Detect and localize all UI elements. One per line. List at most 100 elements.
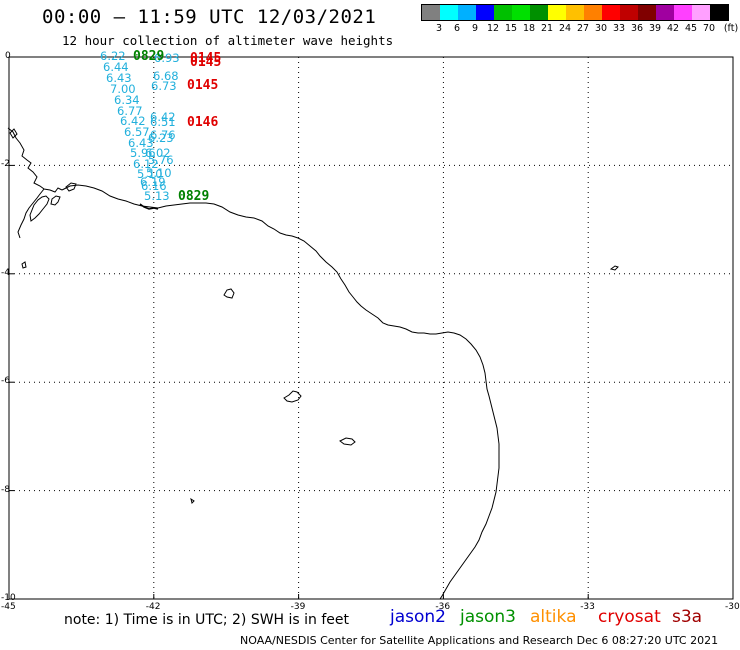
coastline-bay-inlet [139, 203, 159, 210]
scale-tick-label: 33 [612, 23, 626, 34]
legend-item-jason3: jason3 [460, 607, 516, 627]
scale-swatch [602, 5, 620, 20]
pass-time-label: 0829 [133, 49, 165, 64]
wave-height-value: 5.13 [144, 189, 170, 203]
island-5 [190, 497, 195, 504]
scale-swatch [620, 5, 638, 20]
latitude-label: -10 [1, 593, 16, 603]
wave-height-value: 7.00 [110, 82, 136, 96]
scale-swatch [710, 5, 728, 20]
wave-height-value: 6.16 [141, 179, 167, 193]
scale-swatch [656, 5, 674, 20]
wave-height-value: 6.57 [124, 125, 150, 139]
scale-tick-label: 36 [630, 23, 644, 34]
longitude-label: -33 [580, 602, 595, 612]
scale-tick-label: 30 [594, 23, 608, 34]
scale-swatch [530, 5, 548, 20]
island-7 [9, 128, 18, 139]
longitude-label: -36 [435, 602, 451, 612]
scale-swatch [584, 5, 602, 20]
wave-height-value: 6.42 [120, 114, 146, 128]
color-scale-labels: 3 6 9 12 15 18 21 24 27 30 33 36 39 42 45 70 (ft) [421, 21, 738, 35]
wave-height-value: 6.43 [106, 71, 132, 85]
coastline-west-shore [7, 127, 63, 239]
scale-swatch [548, 5, 566, 20]
pass-time-label: 0146 [187, 115, 219, 130]
scale-tick-label: 21 [540, 23, 554, 34]
latitude-label: -4 [1, 267, 10, 278]
scale-swatch [566, 5, 584, 20]
wave-height-value: 6.51 [150, 115, 176, 129]
wave-height-value: 6.34 [114, 93, 140, 107]
wave-height-value: 5.76 [148, 153, 174, 167]
scale-tick-label: 45 [684, 23, 698, 34]
scale-tick-label: 27 [576, 23, 590, 34]
wave-height-value: 6.19 [140, 175, 166, 189]
page-subtitle: 12 hour collection of altimeter wave hei… [62, 33, 394, 48]
page-title: 00:00 – 11:59 UTC 12/03/2021 [42, 6, 377, 28]
island-6 [21, 261, 27, 269]
scale-tick-label: 15 [504, 23, 518, 34]
scale-tick-label: 18 [522, 23, 536, 34]
island-3 [339, 437, 356, 446]
scale-swatch [692, 5, 710, 20]
wave-height-value: 5.96 [130, 146, 156, 160]
scale-swatch [440, 5, 458, 20]
island-2 [283, 390, 302, 403]
scale-swatch [476, 5, 494, 20]
scale-swatch [494, 5, 512, 20]
scale-swatch [422, 5, 440, 20]
longitude-label: -39 [290, 602, 306, 612]
wave-height-value: 6.43 [128, 136, 154, 150]
scale-tick-label: 3 [435, 23, 443, 34]
wave-height-color-scale: 3 6 9 12 15 18 21 24 27 30 33 36 39 42 45 70 (ft) [421, 4, 738, 35]
legend-item-cryosat: cryosat [598, 607, 661, 627]
color-scale-bar [421, 4, 729, 21]
longitude-label: -45 [1, 602, 16, 612]
legend-item-s3a: s3a [672, 607, 703, 627]
scale-tick-label: 70 [702, 23, 716, 34]
credit-footer: NOAA/NESDIS Center for Satellite Applica… [240, 634, 719, 647]
scale-swatch [512, 5, 530, 20]
wave-height-value: 6.23 [148, 131, 174, 145]
longitude-label: -42 [145, 602, 161, 612]
coastline-west-bays [29, 182, 77, 222]
pass-time-label: 0145 [187, 78, 219, 93]
wave-height-value: 6.02 [145, 146, 171, 160]
wave-height-value: 6.77 [117, 104, 143, 118]
coastline [61, 184, 500, 600]
wave-height-value: 6.12 [133, 157, 159, 171]
latitude-label: -6 [1, 376, 10, 387]
island-4 [609, 265, 619, 271]
wave-height-value: 6.42 [150, 110, 176, 124]
units-note: note: 1) Time is in UTC; 2) SWH is in fe… [64, 612, 350, 628]
pass-time-label: 0829 [178, 189, 210, 204]
scale-tick-label: 24 [558, 23, 572, 34]
scale-tick-label: 6 [453, 23, 461, 34]
legend-item-jason2: jason2 [390, 607, 446, 627]
wave-height-value: 6.73 [151, 79, 177, 93]
latitude-label: 0 [5, 51, 11, 61]
lat-lon-gridlines [8, 56, 734, 600]
wave-height-value: 6.93 [154, 51, 180, 65]
wave-height-value: 6.44 [103, 60, 129, 74]
legend-item-altika: altika [530, 607, 577, 627]
map-frame [8, 56, 734, 600]
scale-tick-label: 39 [648, 23, 662, 34]
latitude-label: -2 [1, 159, 10, 170]
wave-height-value: 5.10 [137, 167, 163, 181]
latitude-label: -8 [1, 484, 10, 495]
wave-height-value: 6.76 [150, 128, 176, 142]
scale-swatch [638, 5, 656, 20]
longitude-label: -30 [725, 602, 740, 612]
pass-time-label: 0145 [190, 55, 222, 70]
wave-height-value: 6.22 [100, 49, 126, 63]
scale-tick-label: 12 [486, 23, 500, 34]
scale-tick-label: 9 [471, 23, 479, 34]
wave-height-value: 5.10 [146, 166, 172, 180]
axis-ticks [8, 56, 734, 600]
scale-tick-label: 42 [666, 23, 680, 34]
scale-unit-label: (ft) [723, 23, 739, 34]
